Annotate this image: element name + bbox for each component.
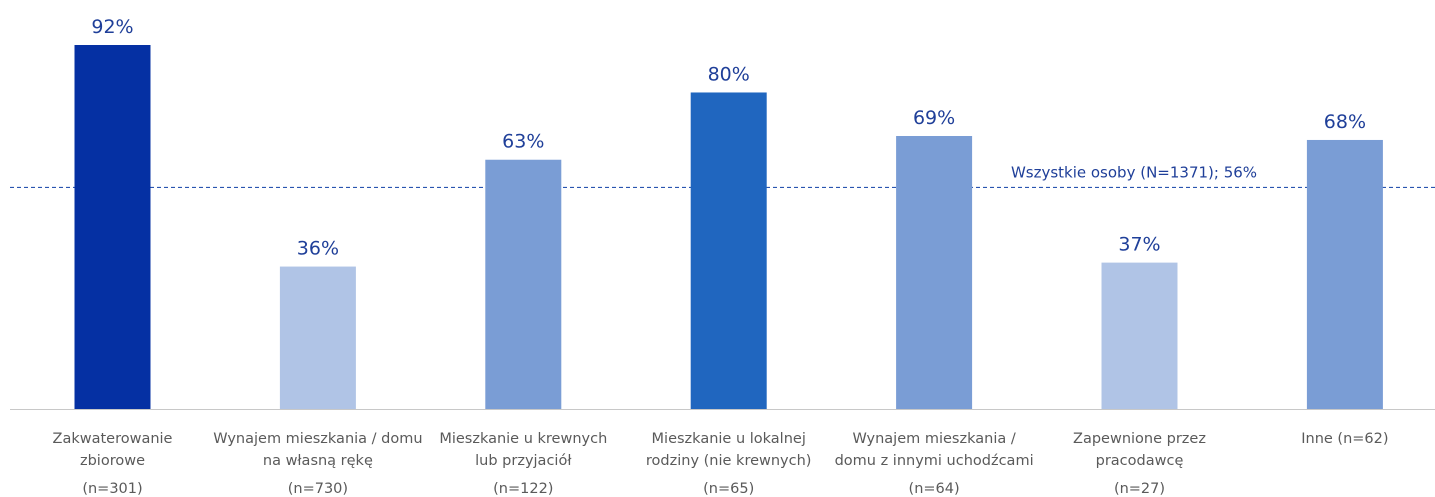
category-label: Zakwaterowanie: [53, 431, 173, 447]
sample-size-label: (n=65): [703, 481, 754, 497]
category-labels-group: Zakwaterowanie zbiorowe (n=301) Wynajem mie…: [53, 431, 1389, 497]
bar: [1101, 262, 1178, 409]
value-label: 68%: [1324, 111, 1366, 133]
bar: [74, 45, 151, 409]
category-label: zbiorowe: [80, 453, 145, 469]
value-label: 37%: [1118, 234, 1160, 256]
category-label: rodziny (nie krewnych): [646, 453, 812, 469]
sample-size-label: (n=122): [493, 481, 553, 497]
value-label: 92%: [91, 16, 133, 38]
sample-size-label: (n=27): [1114, 481, 1165, 497]
value-label: 36%: [297, 238, 339, 260]
sample-size-label: (n=301): [82, 481, 142, 497]
sample-size-label: (n=730): [288, 481, 348, 497]
bars-group: [74, 45, 1383, 409]
value-labels-group: 92% 36% 63% 80% 69% 37% 68%: [91, 16, 1366, 260]
value-label: 69%: [913, 107, 955, 129]
category-label: Inne (n=62): [1301, 431, 1388, 447]
category-label: domu z innymi uchodźcami: [835, 453, 1034, 469]
category-label: Mieszkanie u lokalnej: [652, 431, 806, 447]
bar: [1306, 139, 1383, 409]
bar: [485, 159, 562, 409]
category-label: Wynajem mieszkania /: [852, 431, 1015, 447]
value-label: 63%: [502, 131, 544, 153]
value-label: 80%: [708, 63, 750, 85]
category-label: lub przyjaciół: [475, 453, 572, 469]
category-label: Mieszkanie u krewnych: [439, 431, 607, 447]
category-label: Wynajem mieszkania / domu: [213, 431, 422, 447]
category-label: Zapewnione przez: [1073, 431, 1206, 447]
bar: [690, 92, 767, 409]
reference-line-group: Wszystkie osoby (N=1371); 56%: [10, 163, 1435, 189]
bar: [896, 136, 973, 409]
bar: [279, 266, 356, 409]
sample-size-label: (n=64): [909, 481, 960, 497]
category-label: pracodawcę: [1096, 453, 1184, 469]
reference-line-label: Wszystkie osoby (N=1371); 56%: [1011, 163, 1257, 181]
category-label: na własną rękę: [263, 453, 373, 469]
